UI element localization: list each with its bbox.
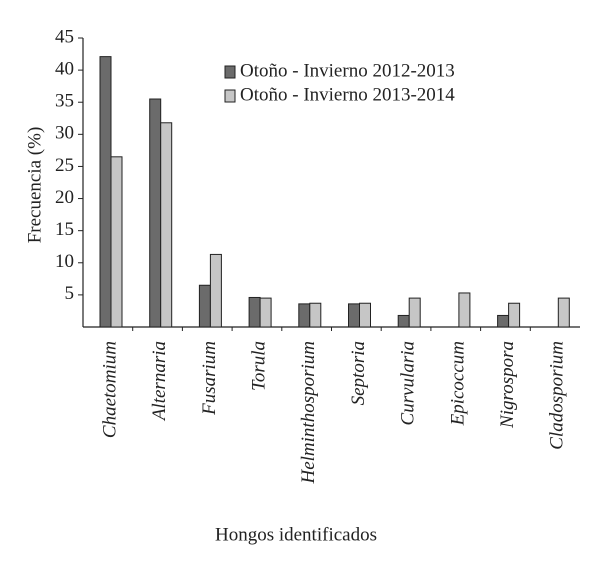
y-tick-label: 30 xyxy=(55,123,74,144)
bar xyxy=(149,98,162,328)
bar xyxy=(359,302,371,328)
x-tick-label: Septoria xyxy=(348,341,369,405)
y-tick-label: 45 xyxy=(55,26,74,47)
x-tick-label: Chaetomium xyxy=(99,341,120,438)
bar xyxy=(348,303,360,328)
x-tick-label: Epicoccum xyxy=(447,341,468,426)
legend-swatch xyxy=(224,89,236,103)
x-tick-label: Helminthosporium xyxy=(298,341,319,485)
legend-swatch xyxy=(224,65,236,79)
bar xyxy=(198,284,211,328)
y-tick-label: 25 xyxy=(55,155,74,176)
y-tick-label: 20 xyxy=(55,187,74,208)
y-tick-label: 35 xyxy=(55,91,74,112)
bar xyxy=(408,297,421,328)
legend-label: Otoño - Invierno 2013-2014 xyxy=(240,84,455,105)
bar xyxy=(99,56,112,328)
bar xyxy=(508,302,521,328)
x-tick-label: Torula xyxy=(248,341,269,391)
x-axis-label: Hongos identificados xyxy=(215,524,377,545)
y-tick-label: 10 xyxy=(55,251,74,272)
bar xyxy=(497,314,510,328)
bar xyxy=(248,296,261,328)
legend-label: Otoño - Invierno 2012-2013 xyxy=(240,60,455,81)
y-axis-label: Frecuencia (%) xyxy=(24,127,45,244)
x-tick-label: Nigrospora xyxy=(497,341,518,429)
x-tick-label: Cladosporium xyxy=(547,341,568,450)
bar xyxy=(298,303,311,328)
y-tick-label: 15 xyxy=(55,219,74,240)
bar xyxy=(110,156,123,328)
y-tick-label: 40 xyxy=(55,58,74,79)
x-tick-label: Curvularia xyxy=(398,341,419,425)
bar xyxy=(259,297,272,328)
bar xyxy=(309,302,322,328)
bar xyxy=(557,297,570,328)
bar xyxy=(209,253,222,328)
bar xyxy=(160,122,173,328)
x-tick-label: Fusarium xyxy=(199,341,220,416)
y-tick-label: 5 xyxy=(65,283,75,304)
x-tick-label: Alternaria xyxy=(149,341,170,422)
bar xyxy=(458,292,471,328)
bar xyxy=(397,314,410,328)
